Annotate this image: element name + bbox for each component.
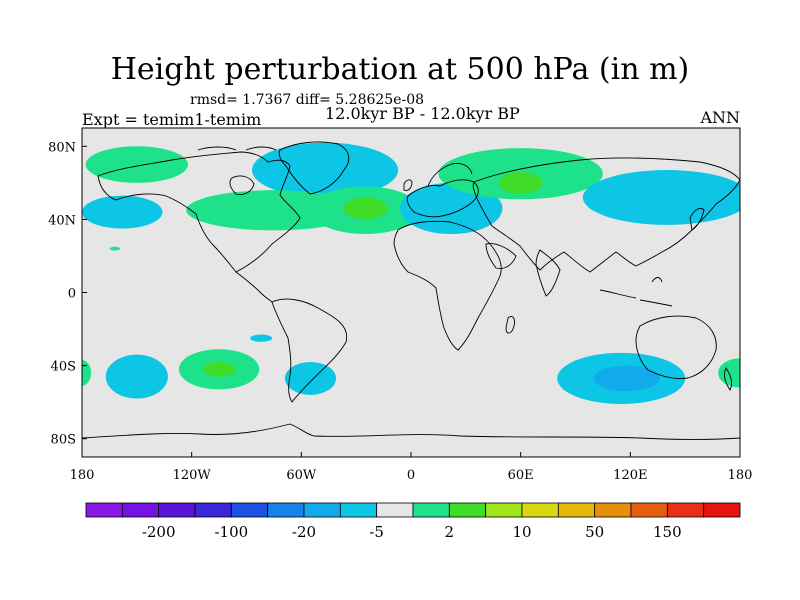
anomaly-region-south-indian-ocean-negative-core [593, 365, 660, 392]
coastlines [82, 141, 740, 440]
colorbar-box [666, 502, 705, 518]
colorbar-label: 2 [445, 523, 455, 541]
x-axis: 180 120W 60W 0 60E 120E 180 [70, 452, 753, 483]
colorbar-box [339, 502, 378, 518]
anomaly-region-north-atlantic-greenland-negative [251, 142, 399, 198]
y-tick-label: 0 [68, 287, 76, 302]
colorbar-box [485, 502, 523, 518]
x-tick-label: 120E [613, 468, 647, 483]
colorbar-box [703, 502, 741, 518]
colorbar-box [521, 502, 559, 518]
season-label: ANN [700, 108, 740, 127]
colorbar-box [557, 502, 596, 518]
anomaly-region-south-pacific-west-negative [105, 354, 168, 399]
anomaly-region-north-pacific-negative [82, 195, 163, 229]
anomaly-regions [82, 142, 740, 404]
colorbar-box [85, 502, 123, 518]
colorbar-box [630, 502, 668, 518]
colorbar-label: -5 [369, 523, 384, 541]
colorbar-box [448, 502, 487, 518]
colorbar: -200 -100 -20 -5 2 10 50 150 [85, 502, 741, 541]
colorbar-box [230, 502, 269, 518]
y-tick-label: 40S [51, 360, 76, 375]
colorbar-box [303, 502, 341, 518]
x-tick-label: 0 [407, 468, 415, 483]
colorbar-label: -100 [214, 523, 248, 541]
anomaly-region-south-pacific-positive-core [202, 361, 236, 377]
x-tick-label: 60W [286, 468, 317, 483]
experiment-label: Expt = temim1-temim [82, 110, 262, 129]
colorbar-box [412, 502, 450, 518]
colorbar-box [594, 502, 632, 518]
chart-title: Height perturbation at 500 hPa (in m) [110, 52, 690, 87]
colorbar-label: -20 [292, 523, 316, 541]
anomaly-region-east-asia-negative [582, 170, 740, 225]
y-tick-label: 40N [48, 213, 76, 228]
x-tick-label: 180 [728, 468, 753, 483]
x-tick-label: 60E [508, 468, 534, 483]
colorbar-box [267, 502, 305, 518]
y-axis: 80N 40N 0 40S 80S [48, 140, 87, 448]
colorbar-label: -200 [142, 523, 176, 541]
colorbar-box [194, 502, 232, 518]
x-tick-label: 180 [70, 468, 95, 483]
colorbar-label: 150 [653, 523, 682, 541]
x-tick-label: 120W [173, 468, 212, 483]
y-tick-label: 80N [48, 140, 76, 155]
stats-text: rmsd= 1.7367 diff= 5.28625e-08 [190, 92, 425, 108]
colorbar-box [376, 502, 414, 518]
anomaly-region-east-pacific-north-positive [85, 146, 189, 183]
period-text: 12.0kyr BP - 12.0kyr BP [325, 104, 520, 123]
anomaly-region-siberia-positive-core [498, 171, 543, 194]
anomaly-region-mid-atlantic-positive-core [343, 197, 388, 220]
anomaly-region-west-south-pacific-positive [82, 360, 92, 386]
colorbar-label: 50 [585, 523, 604, 541]
colorbar-label: 10 [512, 523, 531, 541]
anomaly-region-drake-passage-negative [284, 361, 337, 395]
colorbar-box [158, 502, 196, 518]
anomaly-region-chile-small-negative [250, 334, 273, 342]
y-tick-label: 80S [51, 433, 76, 448]
anomaly-region-tropical-pacific-small-positive [109, 246, 121, 251]
colorbar-box [121, 502, 160, 518]
